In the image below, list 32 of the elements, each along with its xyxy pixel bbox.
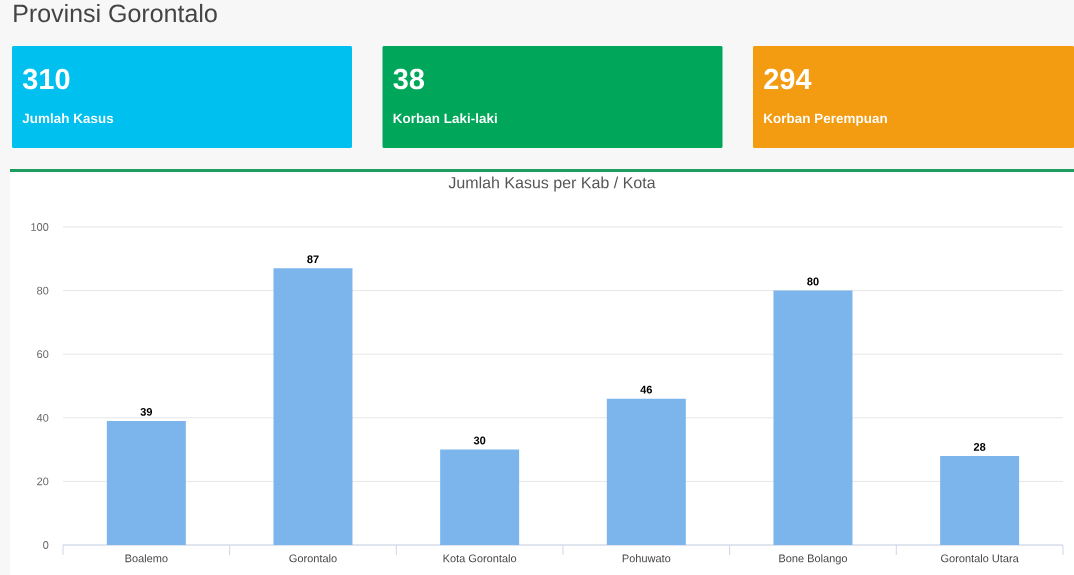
y-tick-label: 60 <box>37 350 49 359</box>
text: Provinsi Gorontalo <box>14 3 217 23</box>
data-label: 294 <box>764 68 812 90</box>
category-label: Korban Laki-laki <box>393 113 497 124</box>
x-tick-label: Pohuwato <box>622 554 671 563</box>
x-tick-label: Bone Bolango <box>779 554 848 565</box>
data-label: 87 <box>307 255 319 264</box>
y-tick-label: 100 <box>31 223 49 231</box>
y-tick-label: 80 <box>37 286 49 295</box>
x-tick-label: Gorontalo Utara <box>941 554 1019 563</box>
data-label: 28 <box>973 442 986 451</box>
data-label: 30 <box>473 436 486 445</box>
y-tick-label: 20 <box>37 477 49 486</box>
x-tick-label: Kota Gorontalo <box>443 554 517 563</box>
data-label: 80 <box>807 277 819 286</box>
data-label: 310 <box>22 68 70 90</box>
data-label: 38 <box>393 68 425 90</box>
x-tick-label: Gorontalo <box>289 554 337 563</box>
bar <box>106 420 186 545</box>
x-tick-label: Boalemo <box>125 554 168 563</box>
bar <box>273 268 353 545</box>
category-label: Jumlah Kasus <box>22 113 114 124</box>
data-label: 46 <box>640 385 653 394</box>
data-label: 39 <box>140 407 153 416</box>
bar <box>940 455 1020 545</box>
chart-title: Jumlah Kasus per Kab / Kota <box>448 176 656 192</box>
bar <box>440 449 520 545</box>
bar <box>606 398 686 545</box>
y-tick-label: 40 <box>36 413 49 422</box>
bar <box>773 290 853 545</box>
y-tick-label: 0 <box>43 541 49 549</box>
category-label: Korban Perempuan <box>764 113 887 126</box>
